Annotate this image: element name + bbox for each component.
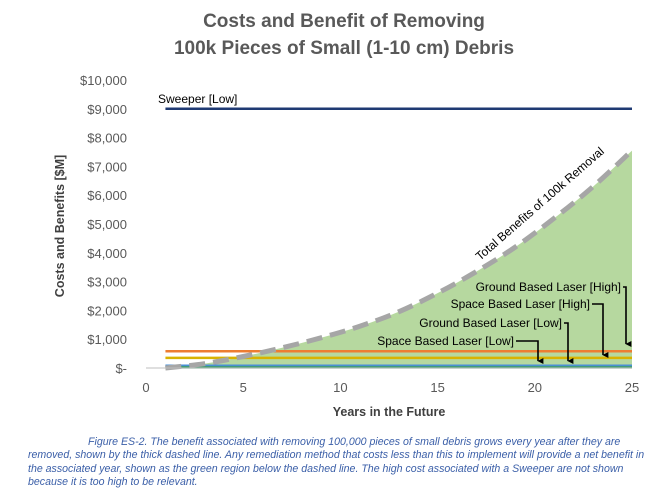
chart-title-line2: 100k Pieces of Small (1-10 cm) Debris bbox=[174, 38, 514, 59]
y-tick-label: $9,000 bbox=[87, 102, 127, 117]
y-tick-label: $1,000 bbox=[87, 332, 127, 347]
caption-text: Figure ES-2. The benefit associated with… bbox=[28, 436, 645, 489]
x-tick-label: 0 bbox=[142, 380, 149, 395]
net-benefit-area bbox=[165, 150, 632, 368]
y-axis-label: Costs and Benefits [$M] bbox=[53, 155, 67, 297]
y-tick-label: $3,000 bbox=[87, 275, 127, 290]
y-tick-label: $2,000 bbox=[87, 303, 127, 318]
benefit-dashed-line bbox=[165, 148, 634, 371]
pointer-space-laser-low bbox=[516, 340, 544, 364]
y-tick-label: $6,000 bbox=[87, 188, 127, 203]
x-tick-label: 10 bbox=[333, 380, 347, 395]
label-sweeper-low: Sweeper [Low] bbox=[158, 92, 237, 106]
chart-title-line1: Costs and Benefit of Removing bbox=[203, 11, 485, 32]
pointer-ground-laser-high bbox=[623, 286, 632, 347]
y-tick-label: $7,000 bbox=[87, 159, 127, 174]
y-tick-label: $- bbox=[115, 361, 127, 376]
x-tick-label: 25 bbox=[625, 380, 639, 395]
x-tick-label: 5 bbox=[240, 380, 247, 395]
y-tick-label: $5,000 bbox=[87, 217, 127, 232]
y-tick-label: $8,000 bbox=[87, 131, 127, 146]
y-tick-label: $10,000 bbox=[80, 73, 127, 88]
label-space-laser-high: Space Based Laser [High] bbox=[451, 297, 590, 311]
x-tick-label: 15 bbox=[430, 380, 444, 395]
label-ground-laser-low: Ground Based Laser [Low] bbox=[419, 316, 562, 330]
pointer-space-laser-high bbox=[592, 303, 609, 358]
x-tick-label: 20 bbox=[528, 380, 542, 395]
label-space-laser-low: Space Based Laser [Low] bbox=[377, 334, 514, 348]
pointer-ground-laser-low bbox=[564, 322, 574, 364]
label-ground-laser-high: Ground Based Laser [High] bbox=[476, 280, 621, 294]
y-tick-label: $4,000 bbox=[87, 246, 127, 261]
chart: Costs and Benefit of Removing 100k Piece… bbox=[53, 11, 639, 419]
x-axis-label: Years in the Future bbox=[333, 405, 446, 419]
figure-caption: Figure ES-2. The benefit associated with… bbox=[28, 436, 658, 490]
